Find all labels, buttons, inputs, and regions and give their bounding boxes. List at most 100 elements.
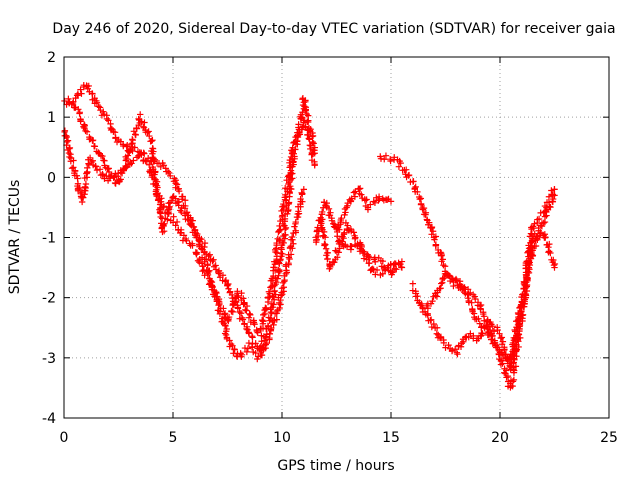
- data-point: [402, 166, 410, 173]
- data-point: [173, 181, 181, 188]
- data-point: [247, 311, 254, 319]
- data-point: [274, 235, 281, 243]
- data-point: [145, 128, 152, 135]
- data-point: [321, 242, 328, 249]
- data-point: [154, 184, 161, 191]
- data-point: [231, 346, 238, 353]
- data-point: [257, 343, 264, 350]
- data-point: [70, 157, 77, 164]
- data-point: [523, 271, 530, 279]
- data-point: [428, 224, 435, 232]
- data-point: [209, 257, 216, 265]
- data-point: [104, 165, 111, 172]
- data-point: [273, 241, 280, 249]
- data-point: [332, 247, 339, 254]
- data-point: [503, 374, 510, 381]
- data-point: [240, 301, 247, 308]
- data-point: [324, 255, 331, 263]
- data-point: [71, 104, 79, 111]
- data-point: [120, 142, 127, 150]
- data-point: [366, 259, 373, 267]
- data-point: [263, 339, 271, 347]
- data-point: [225, 313, 233, 321]
- y-tick-labels: -4 -3 -2 -1 0 1 2: [42, 50, 56, 427]
- data-point: [66, 144, 74, 152]
- data-point: [165, 210, 172, 218]
- data-point: [129, 136, 136, 144]
- data-point: [352, 188, 359, 195]
- data-point: [309, 132, 317, 140]
- data-point: [220, 305, 227, 312]
- data-point: [277, 256, 284, 263]
- data-point: [160, 203, 167, 211]
- x-tick-label: 5: [169, 430, 178, 446]
- data-point: [522, 290, 530, 298]
- data-point: [371, 199, 379, 206]
- series-track-3: [65, 95, 307, 363]
- data-point: [492, 342, 500, 349]
- data-point: [537, 229, 544, 236]
- data-point: [167, 172, 174, 180]
- data-point: [258, 338, 265, 345]
- data-point: [289, 144, 296, 151]
- grid: [64, 57, 609, 418]
- data-point: [369, 265, 376, 273]
- data-point: [381, 156, 388, 163]
- data-point: [75, 106, 82, 113]
- data-point: [127, 158, 134, 166]
- data-point: [454, 350, 461, 358]
- data-point: [93, 99, 101, 106]
- data-point: [317, 218, 325, 225]
- data-point: [128, 140, 135, 148]
- data-point: [132, 131, 139, 138]
- data-point: [93, 166, 101, 174]
- data-point: [286, 255, 293, 263]
- data-point: [181, 197, 189, 204]
- data-point: [364, 206, 372, 213]
- data-point: [528, 251, 535, 259]
- data-point: [77, 86, 84, 93]
- data-point: [78, 90, 85, 97]
- data-point: [164, 168, 172, 175]
- data-point: [224, 281, 231, 289]
- x-tick-label: 25: [600, 430, 618, 446]
- data-point: [178, 208, 185, 216]
- data-point: [160, 221, 167, 228]
- data-point: [277, 296, 284, 304]
- data-point: [307, 145, 314, 153]
- data-point: [262, 304, 269, 311]
- data-point: [120, 166, 127, 173]
- data-point: [524, 268, 532, 275]
- data-point: [95, 103, 102, 110]
- data-point: [280, 284, 287, 291]
- data-point: [431, 236, 438, 243]
- data-point: [304, 131, 311, 139]
- data-point: [211, 287, 218, 294]
- data-point: [433, 330, 441, 337]
- data-point: [292, 227, 299, 234]
- data-point: [417, 201, 425, 208]
- data-point: [279, 291, 286, 298]
- data-point: [476, 320, 483, 327]
- data-point: [182, 202, 189, 210]
- data-point: [283, 267, 290, 274]
- data-point: [200, 249, 208, 256]
- data-point: [273, 310, 280, 317]
- data-point: [531, 220, 538, 227]
- data-point: [528, 243, 536, 251]
- y-tick-label: 2: [47, 50, 56, 66]
- data-point: [479, 330, 486, 337]
- data-point: [452, 345, 459, 353]
- data-point: [144, 129, 151, 136]
- data-point: [383, 196, 391, 203]
- data-point: [73, 172, 81, 179]
- data-point: [456, 281, 463, 289]
- data-point: [363, 256, 370, 263]
- series-track-9: [419, 227, 559, 373]
- data-point: [212, 293, 220, 300]
- data-point: [183, 237, 190, 244]
- data-point: [80, 123, 87, 130]
- data-point: [127, 147, 134, 154]
- data-point: [358, 241, 365, 249]
- data-point: [123, 143, 130, 150]
